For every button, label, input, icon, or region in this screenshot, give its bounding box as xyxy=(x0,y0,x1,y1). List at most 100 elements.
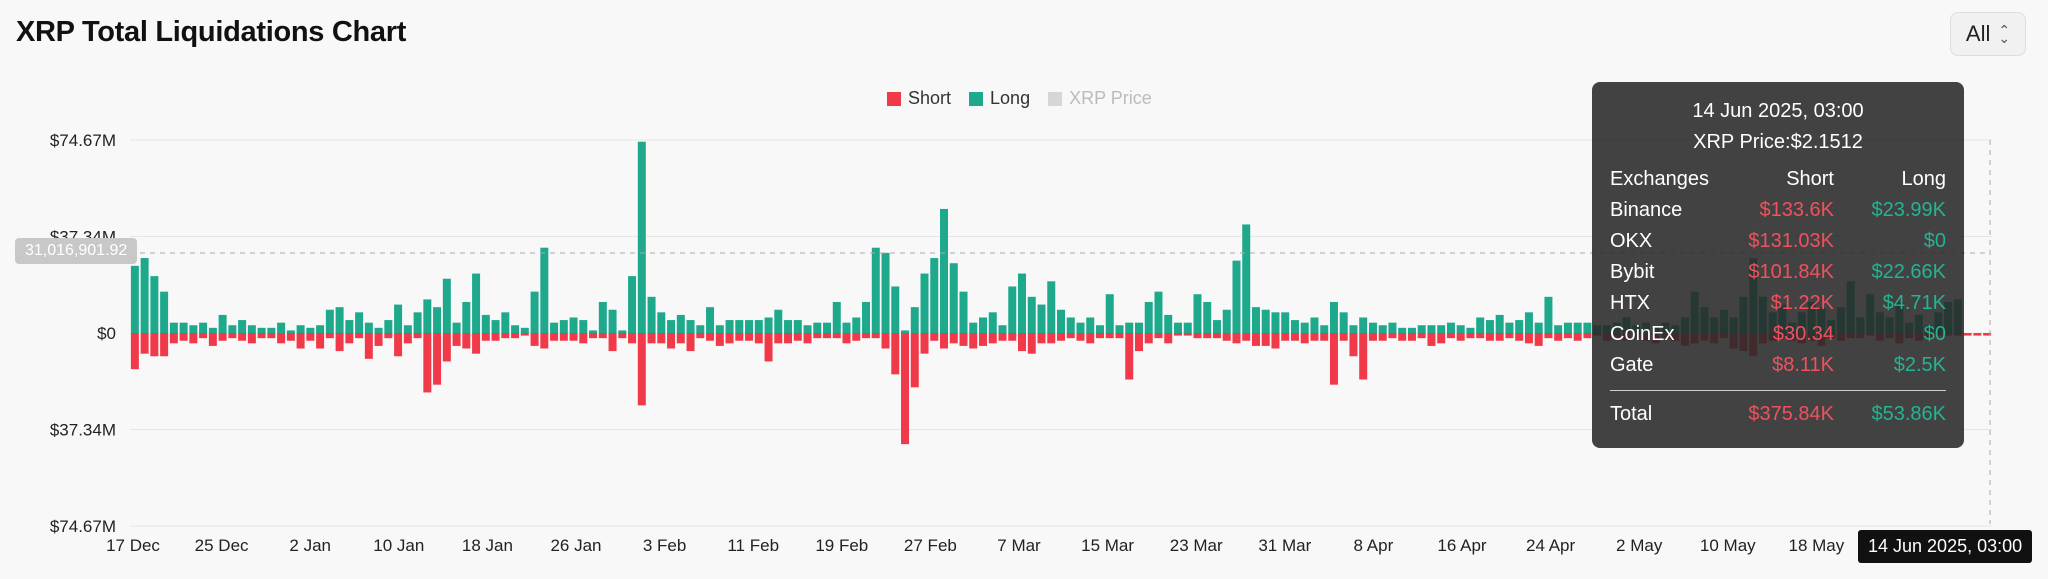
long-bar[interactable] xyxy=(442,278,451,333)
long-bar[interactable] xyxy=(1534,322,1543,333)
short-bar[interactable] xyxy=(199,333,208,339)
long-bar[interactable] xyxy=(1349,325,1358,333)
long-bar[interactable] xyxy=(1076,322,1085,333)
long-bar[interactable] xyxy=(150,276,159,333)
long-bar[interactable] xyxy=(1583,322,1592,333)
short-bar[interactable] xyxy=(774,333,783,344)
long-bar[interactable] xyxy=(774,309,783,333)
long-bar[interactable] xyxy=(647,296,656,333)
short-bar[interactable] xyxy=(394,333,403,357)
long-bar[interactable] xyxy=(784,320,793,333)
short-bar[interactable] xyxy=(286,333,295,341)
long-bar[interactable] xyxy=(1281,312,1290,333)
short-bar[interactable] xyxy=(208,333,217,346)
short-bar[interactable] xyxy=(832,333,841,339)
short-bar[interactable] xyxy=(1281,333,1290,341)
short-bar[interactable] xyxy=(550,333,559,341)
short-bar[interactable] xyxy=(881,333,890,349)
long-bar[interactable] xyxy=(306,327,315,333)
long-bar[interactable] xyxy=(530,291,539,333)
short-bar[interactable] xyxy=(452,333,461,346)
long-bar[interactable] xyxy=(1242,224,1251,333)
short-bar[interactable] xyxy=(1164,333,1173,344)
short-bar[interactable] xyxy=(735,333,744,341)
short-bar[interactable] xyxy=(1963,333,1972,336)
long-bar[interactable] xyxy=(218,314,227,333)
short-bar[interactable] xyxy=(988,333,997,344)
short-bar[interactable] xyxy=(228,333,237,339)
short-bar[interactable] xyxy=(1476,333,1485,339)
long-bar[interactable] xyxy=(511,325,520,333)
short-bar[interactable] xyxy=(1027,333,1036,354)
short-bar[interactable] xyxy=(1320,333,1329,341)
short-bar[interactable] xyxy=(130,333,139,370)
short-bar[interactable] xyxy=(247,333,256,344)
short-bar[interactable] xyxy=(637,333,646,406)
long-bar[interactable] xyxy=(1057,309,1065,333)
long-bar[interactable] xyxy=(1398,327,1407,333)
long-bar[interactable] xyxy=(208,327,217,333)
short-bar[interactable] xyxy=(891,333,900,375)
short-bar[interactable] xyxy=(1105,333,1114,339)
legend-long[interactable]: Long xyxy=(969,88,1030,109)
short-bar[interactable] xyxy=(501,333,510,339)
short-bar[interactable] xyxy=(725,333,734,344)
long-bar[interactable] xyxy=(1544,296,1553,333)
long-bar[interactable] xyxy=(1524,312,1533,333)
short-bar[interactable] xyxy=(969,333,978,349)
long-bar[interactable] xyxy=(267,327,276,333)
short-bar[interactable] xyxy=(150,333,159,357)
short-bar[interactable] xyxy=(579,333,588,344)
long-bar[interactable] xyxy=(1047,281,1056,333)
short-bar[interactable] xyxy=(696,333,705,339)
short-bar[interactable] xyxy=(930,333,939,341)
long-bar[interactable] xyxy=(1154,291,1163,333)
short-bar[interactable] xyxy=(608,333,617,352)
long-bar[interactable] xyxy=(1554,325,1563,333)
long-bar[interactable] xyxy=(735,320,744,333)
short-bar[interactable] xyxy=(1251,333,1260,346)
long-bar[interactable] xyxy=(1261,309,1270,333)
long-bar[interactable] xyxy=(1515,320,1524,333)
long-bar[interactable] xyxy=(1105,294,1114,333)
short-bar[interactable] xyxy=(598,333,607,339)
short-bar[interactable] xyxy=(296,333,305,349)
short-bar[interactable] xyxy=(1563,333,1572,339)
short-bar[interactable] xyxy=(1368,333,1377,341)
short-bar[interactable] xyxy=(842,333,851,344)
long-bar[interactable] xyxy=(832,301,841,333)
short-bar[interactable] xyxy=(472,333,481,354)
short-bar[interactable] xyxy=(1534,333,1543,346)
long-bar[interactable] xyxy=(433,307,442,333)
long-bar[interactable] xyxy=(199,322,208,333)
long-bar[interactable] xyxy=(988,312,997,333)
long-bar[interactable] xyxy=(793,320,802,333)
short-bar[interactable] xyxy=(1407,333,1416,341)
short-bar[interactable] xyxy=(784,333,793,344)
long-bar[interactable] xyxy=(257,327,266,333)
long-bar[interactable] xyxy=(852,317,861,333)
short-bar[interactable] xyxy=(920,333,929,354)
long-bar[interactable] xyxy=(657,312,666,333)
short-bar[interactable] xyxy=(1134,333,1143,352)
short-bar[interactable] xyxy=(1485,333,1494,341)
long-bar[interactable] xyxy=(374,327,383,333)
short-bar[interactable] xyxy=(793,333,802,341)
long-bar[interactable] xyxy=(1573,322,1582,333)
long-bar[interactable] xyxy=(501,312,510,333)
short-bar[interactable] xyxy=(316,333,325,349)
short-bar[interactable] xyxy=(1076,333,1085,341)
long-bar[interactable] xyxy=(959,291,968,333)
long-bar[interactable] xyxy=(1417,325,1426,333)
long-bar[interactable] xyxy=(481,314,490,333)
short-bar[interactable] xyxy=(277,333,286,344)
short-bar[interactable] xyxy=(140,333,149,354)
long-bar[interactable] xyxy=(1066,317,1075,333)
range-select[interactable]: All ⌃ ⌄ xyxy=(1950,12,2026,56)
short-bar[interactable] xyxy=(179,333,188,341)
long-bar[interactable] xyxy=(1125,322,1134,333)
long-bar[interactable] xyxy=(628,276,637,333)
short-bar[interactable] xyxy=(481,333,490,341)
long-bar[interactable] xyxy=(1456,325,1465,333)
long-bar[interactable] xyxy=(1027,296,1036,333)
